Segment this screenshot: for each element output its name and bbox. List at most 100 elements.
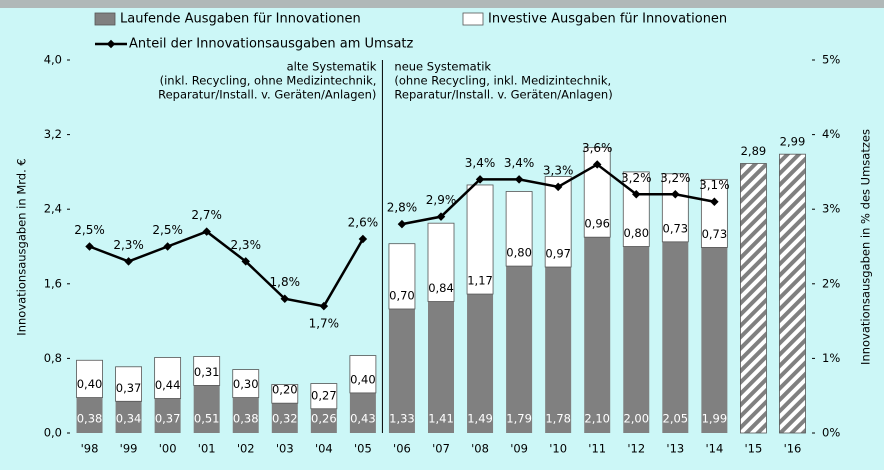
bar: [623, 246, 650, 433]
x-tick-label: '15: [745, 442, 763, 456]
legend-swatch: [94, 12, 116, 26]
line-marker: [124, 257, 133, 266]
y-tick-label: 0,0: [44, 426, 62, 440]
x-tick-label: '14: [705, 442, 723, 456]
line-label: 2,3%: [113, 238, 144, 252]
bar: [622, 171, 650, 247]
value-label: 0,43: [350, 412, 376, 426]
y-tick-label: 4,0: [44, 53, 62, 67]
y2-axis-label: Innovationsausgaben in % des Umsatzes: [859, 129, 873, 365]
bar: [154, 398, 181, 433]
value-label: 0,40: [350, 372, 376, 386]
x-tick-label: '00: [159, 442, 177, 456]
value-label: 1,79: [506, 412, 532, 426]
header-bar: [0, 0, 884, 8]
line-marker: [241, 257, 250, 266]
line-label: 2,6%: [348, 216, 379, 230]
x-tick-label: '16: [784, 442, 802, 456]
bar: [701, 247, 728, 433]
line-label: 3,3%: [543, 163, 574, 177]
y-tick-label: 1,6: [44, 276, 62, 290]
value-label: 1,49: [467, 412, 493, 426]
y2-tick-label: 4%: [822, 127, 840, 141]
value-label: 1,17: [467, 274, 493, 288]
y2-tick-label: 0%: [822, 426, 840, 440]
bar: [193, 385, 220, 433]
bar: [662, 241, 689, 433]
bar: [505, 191, 533, 267]
line-label: 2,3%: [230, 238, 261, 252]
x-tick-label: '10: [549, 442, 567, 456]
value-label: 1,33: [389, 412, 415, 426]
line-label: 2,9%: [426, 193, 457, 207]
bar: [779, 153, 806, 434]
segment-note: (ohne Recycling, inkl. Medizintechnik,: [394, 74, 611, 88]
value-label: 0,37: [116, 381, 142, 395]
y-tick-label: 2,4: [44, 202, 62, 216]
value-label: 0,97: [545, 247, 571, 261]
legend-label: Laufende Ausgaben für Innovationen: [120, 12, 361, 27]
line-label: 3,6%: [582, 141, 613, 155]
bar: [154, 357, 182, 399]
legend-label: Investive Ausgaben für Innovationen: [488, 12, 727, 27]
line-marker: [397, 219, 407, 229]
value-label: 1,99: [702, 412, 728, 426]
legend-marker: [106, 39, 116, 49]
bar: [428, 301, 454, 433]
value-label: 0,70: [389, 288, 415, 302]
value-label: 2,99: [780, 135, 806, 149]
segment-note: (inkl. Recycling, ohne Medizintechnik,: [160, 74, 377, 88]
value-label: 0,34: [116, 412, 142, 426]
line-marker: [202, 227, 211, 236]
line-marker: [85, 242, 94, 251]
x-tick-label: '99: [120, 442, 138, 456]
y-tick-label: 3,2: [44, 127, 62, 141]
bar: [271, 403, 298, 433]
y-axis-label: Innovationsausgaben in Mrd. €: [15, 158, 29, 335]
x-tick-label: '06: [393, 442, 411, 456]
line-marker: [436, 212, 446, 221]
segment-note: Reparatur/Install. v. Geräten/Anlagen): [158, 88, 376, 102]
x-tick-label: '07: [432, 442, 450, 456]
value-label: 0,27: [311, 388, 337, 402]
value-label: 0,96: [584, 217, 610, 231]
line-label: 3,1%: [699, 178, 730, 192]
bar: [661, 173, 689, 243]
value-label: 0,51: [194, 412, 220, 426]
value-label: 2,10: [584, 412, 610, 426]
bar: [545, 267, 572, 433]
bar: [388, 308, 415, 433]
value-label: 0,80: [623, 226, 649, 240]
value-label: 0,44: [155, 378, 181, 392]
y-tick-label: 0,8: [44, 351, 62, 365]
line-label: 2,5%: [152, 223, 183, 237]
bar: [466, 184, 494, 295]
x-tick-label: '09: [510, 442, 528, 456]
value-label: 1,41: [428, 412, 454, 426]
bar: [349, 355, 377, 394]
value-label: 1,78: [545, 412, 571, 426]
x-tick-label: '98: [81, 442, 99, 456]
bar: [467, 294, 494, 433]
x-tick-label: '12: [627, 442, 645, 456]
x-tick-label: '08: [471, 442, 489, 456]
bar: [310, 383, 338, 410]
line-marker: [514, 175, 524, 184]
bar: [700, 178, 728, 248]
line-label: 2,8%: [387, 201, 418, 215]
bar: [349, 392, 376, 433]
value-label: 0,38: [77, 412, 103, 426]
line-label: 2,5%: [74, 223, 105, 237]
value-label: 2,89: [741, 144, 767, 158]
bar: [115, 366, 142, 402]
y2-tick-label: 5%: [822, 53, 840, 67]
bar: [506, 266, 533, 433]
value-label: 0,30: [233, 377, 259, 391]
line-label: 3,2%: [660, 171, 691, 185]
bar: [232, 369, 260, 398]
x-tick-label: '02: [237, 442, 255, 456]
x-tick-label: '01: [198, 442, 216, 456]
line-marker: [475, 175, 485, 184]
line: [89, 230, 364, 308]
